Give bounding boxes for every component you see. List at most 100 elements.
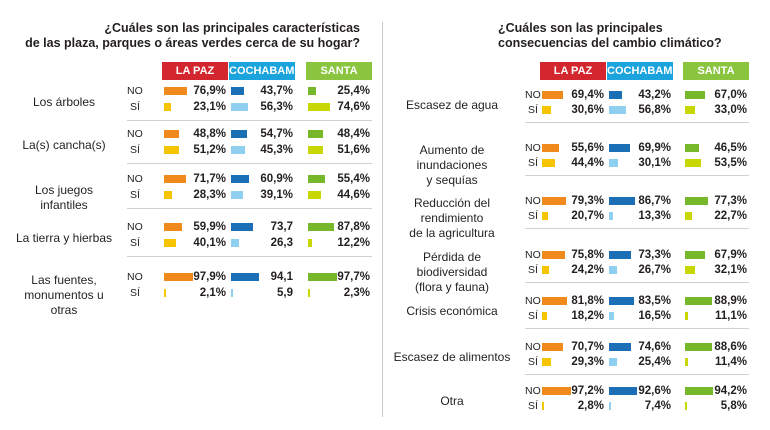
category-label: Crisis económica bbox=[387, 304, 517, 319]
category-label-line: Otra bbox=[440, 393, 464, 408]
bar-la-paz-si bbox=[164, 239, 177, 247]
row-label-no: NO bbox=[525, 249, 541, 261]
value-cochabamba-si: 26,7% bbox=[638, 264, 671, 276]
row-label-no: NO bbox=[525, 341, 541, 353]
row-label-si: SÍ bbox=[528, 104, 538, 116]
bar-la-paz-no bbox=[542, 197, 566, 205]
value-cochabamba-si: 26,3 bbox=[270, 237, 293, 249]
legend-cochabamba-climate: COCHABAMBA bbox=[607, 62, 688, 80]
value-santa-cruz-no: 46,5% bbox=[714, 142, 747, 154]
category-label: Pérdida de biodiversidad (flora y fauna) bbox=[387, 250, 517, 295]
value-la-paz-si: 2,8% bbox=[577, 400, 604, 412]
value-santa-cruz-no: 97,7% bbox=[337, 271, 370, 283]
row-label-no: NO bbox=[525, 142, 541, 154]
value-cochabamba-si: 56,3% bbox=[260, 101, 293, 113]
category-label-line: Crisis económica bbox=[406, 303, 498, 318]
bar-santa-cruz-no bbox=[685, 343, 712, 351]
row-label-no: NO bbox=[127, 173, 143, 185]
value-la-paz-si: 20,7% bbox=[571, 210, 604, 222]
bar-santa-cruz-si bbox=[685, 159, 702, 167]
value-la-paz-si: 44,4% bbox=[571, 157, 604, 169]
bar-cochabamba-si bbox=[231, 239, 239, 247]
bar-santa-cruz-si bbox=[685, 402, 687, 410]
bar-la-paz-no bbox=[542, 343, 564, 351]
bar-santa-cruz-no bbox=[308, 223, 335, 231]
legend-cochabamba-parks: COCHABAMBA bbox=[229, 62, 310, 80]
chart-panel-parks: ¿Cuáles son las principales característi… bbox=[0, 0, 380, 430]
chart-title-line: consecuencias del cambio climático? bbox=[498, 36, 722, 50]
category-label-line: Reducción del rendimiento bbox=[413, 196, 491, 225]
category-label-line: La tierra y hierbas bbox=[15, 230, 113, 245]
row-separator bbox=[525, 228, 749, 229]
bar-santa-cruz-no bbox=[308, 87, 316, 95]
chart-title-line: ¿Cuáles son las principales bbox=[498, 21, 663, 35]
row-separator bbox=[525, 175, 749, 176]
chart-title-line: ¿Cuáles son las principales característi… bbox=[104, 21, 360, 35]
panel-divider bbox=[382, 22, 383, 417]
value-la-paz-si: 18,2% bbox=[571, 310, 604, 322]
value-cochabamba-si: 30,1% bbox=[638, 157, 671, 169]
bar-cochabamba-no bbox=[231, 175, 250, 183]
value-cochabamba-no: 74,6% bbox=[638, 341, 671, 353]
row-label-si: SÍ bbox=[528, 264, 538, 276]
bar-cochabamba-no bbox=[609, 91, 622, 99]
bar-santa-cruz-si bbox=[308, 239, 312, 247]
value-la-paz-no: 81,8% bbox=[571, 295, 604, 307]
bar-cochabamba-si bbox=[609, 106, 627, 114]
value-cochabamba-si: 39,1% bbox=[260, 189, 293, 201]
bar-santa-cruz-si bbox=[685, 358, 689, 366]
bar-cochabamba-no bbox=[231, 130, 248, 138]
bar-la-paz-si bbox=[542, 312, 548, 320]
bar-cochabamba-si bbox=[231, 146, 245, 154]
value-santa-cruz-no: 77,3% bbox=[714, 195, 747, 207]
value-la-paz-si: 24,2% bbox=[571, 264, 604, 276]
row-label-si: SÍ bbox=[130, 189, 140, 201]
category-label-line: Escasez de agua bbox=[405, 97, 499, 112]
row-label-si: SÍ bbox=[528, 356, 538, 368]
bar-la-paz-no bbox=[164, 87, 188, 95]
bar-santa-cruz-si bbox=[308, 146, 324, 154]
category-label: Los árboles bbox=[10, 95, 118, 110]
legend-la-paz-climate: LA PAZ bbox=[540, 62, 606, 80]
bar-cochabamba-no bbox=[231, 273, 260, 281]
row-label-no: NO bbox=[525, 195, 541, 207]
value-la-paz-no: 79,3% bbox=[571, 195, 604, 207]
value-la-paz-si: 28,3% bbox=[193, 189, 226, 201]
value-la-paz-si: 29,3% bbox=[571, 356, 604, 368]
bar-la-paz-no bbox=[542, 91, 563, 99]
bar-la-paz-no bbox=[164, 223, 182, 231]
bar-la-paz-no bbox=[164, 175, 186, 183]
row-label-si: SÍ bbox=[130, 144, 140, 156]
bar-cochabamba-si bbox=[609, 212, 613, 220]
value-la-paz-si: 2,1% bbox=[199, 287, 226, 299]
bar-cochabamba-no bbox=[609, 144, 630, 152]
value-santa-cruz-si: 51,6% bbox=[337, 144, 370, 156]
value-santa-cruz-si: 2,3% bbox=[343, 287, 370, 299]
value-cochabamba-si: 7,4% bbox=[644, 400, 671, 412]
category-label-line: de la agricultura bbox=[409, 226, 495, 240]
value-santa-cruz-si: 5,8% bbox=[720, 400, 747, 412]
row-label-no: NO bbox=[525, 295, 541, 307]
value-santa-cruz-si: 33,0% bbox=[714, 104, 747, 116]
bar-santa-cruz-no bbox=[308, 175, 325, 183]
value-cochabamba-no: 43,7% bbox=[260, 85, 293, 97]
chart-title-line: de las plaza, parques o áreas verdes cer… bbox=[25, 36, 360, 50]
bar-la-paz-si bbox=[164, 289, 166, 297]
value-cochabamba-no: 69,9% bbox=[638, 142, 671, 154]
bar-la-paz-si bbox=[542, 358, 551, 366]
bar-la-paz-no bbox=[542, 144, 559, 152]
chart-title-climate: ¿Cuáles son las principales consecuencias… bbox=[498, 21, 722, 51]
bar-la-paz-no bbox=[542, 251, 565, 259]
value-la-paz-si: 40,1% bbox=[193, 237, 226, 249]
row-separator bbox=[127, 120, 372, 121]
row-label-no: NO bbox=[525, 89, 541, 101]
value-cochabamba-no: 73,7 bbox=[270, 221, 293, 233]
row-label-no: NO bbox=[127, 271, 143, 283]
value-cochabamba-si: 25,4% bbox=[638, 356, 671, 368]
value-la-paz-no: 71,7% bbox=[193, 173, 226, 185]
value-la-paz-si: 23,1% bbox=[193, 101, 226, 113]
category-label: Escasez de agua bbox=[387, 98, 517, 113]
value-santa-cruz-no: 67,0% bbox=[714, 89, 747, 101]
category-label: Los juegos infantiles bbox=[10, 183, 118, 213]
bar-santa-cruz-si bbox=[685, 106, 695, 114]
